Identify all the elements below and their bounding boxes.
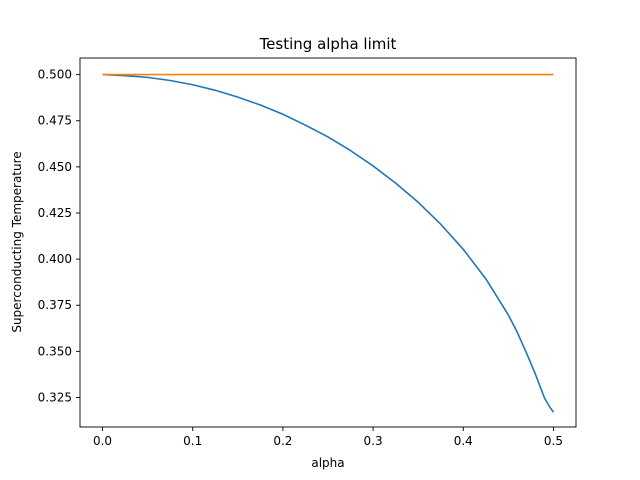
series-line-1 (102, 73, 555, 413)
y-tick-label: 0.450 (38, 160, 72, 174)
y-tick-label: 0.475 (38, 114, 72, 128)
y-tick-label: 0.400 (38, 252, 72, 266)
y-tick-label: 0.350 (38, 344, 72, 358)
x-tick-label: 0.5 (544, 434, 563, 448)
x-tick-label: 0.2 (273, 434, 292, 448)
x-axis: 0.0 0.1 0.2 0.3 0.4 0.5 (93, 427, 563, 448)
chart-title: Testing alpha limit (259, 35, 397, 53)
plot-area (102, 73, 555, 413)
y-axis-label: Superconducting Temperature (10, 151, 24, 332)
y-tick-label: 0.325 (38, 390, 72, 404)
axes-frame (79, 57, 577, 428)
x-tick-label: 0.4 (454, 434, 473, 448)
x-tick-label: 0.3 (364, 434, 383, 448)
x-axis-label: alpha (311, 456, 344, 470)
y-tick-label: 0.425 (38, 206, 72, 220)
y-axis: 0.325 0.350 0.375 0.400 0.425 0.450 0.475 0.500 (38, 68, 80, 404)
y-tick-label: 0.375 (38, 298, 72, 312)
x-tick-label: 0.0 (93, 434, 112, 448)
y-tick-label: 0.500 (38, 68, 72, 82)
x-tick-label: 0.1 (183, 434, 202, 448)
